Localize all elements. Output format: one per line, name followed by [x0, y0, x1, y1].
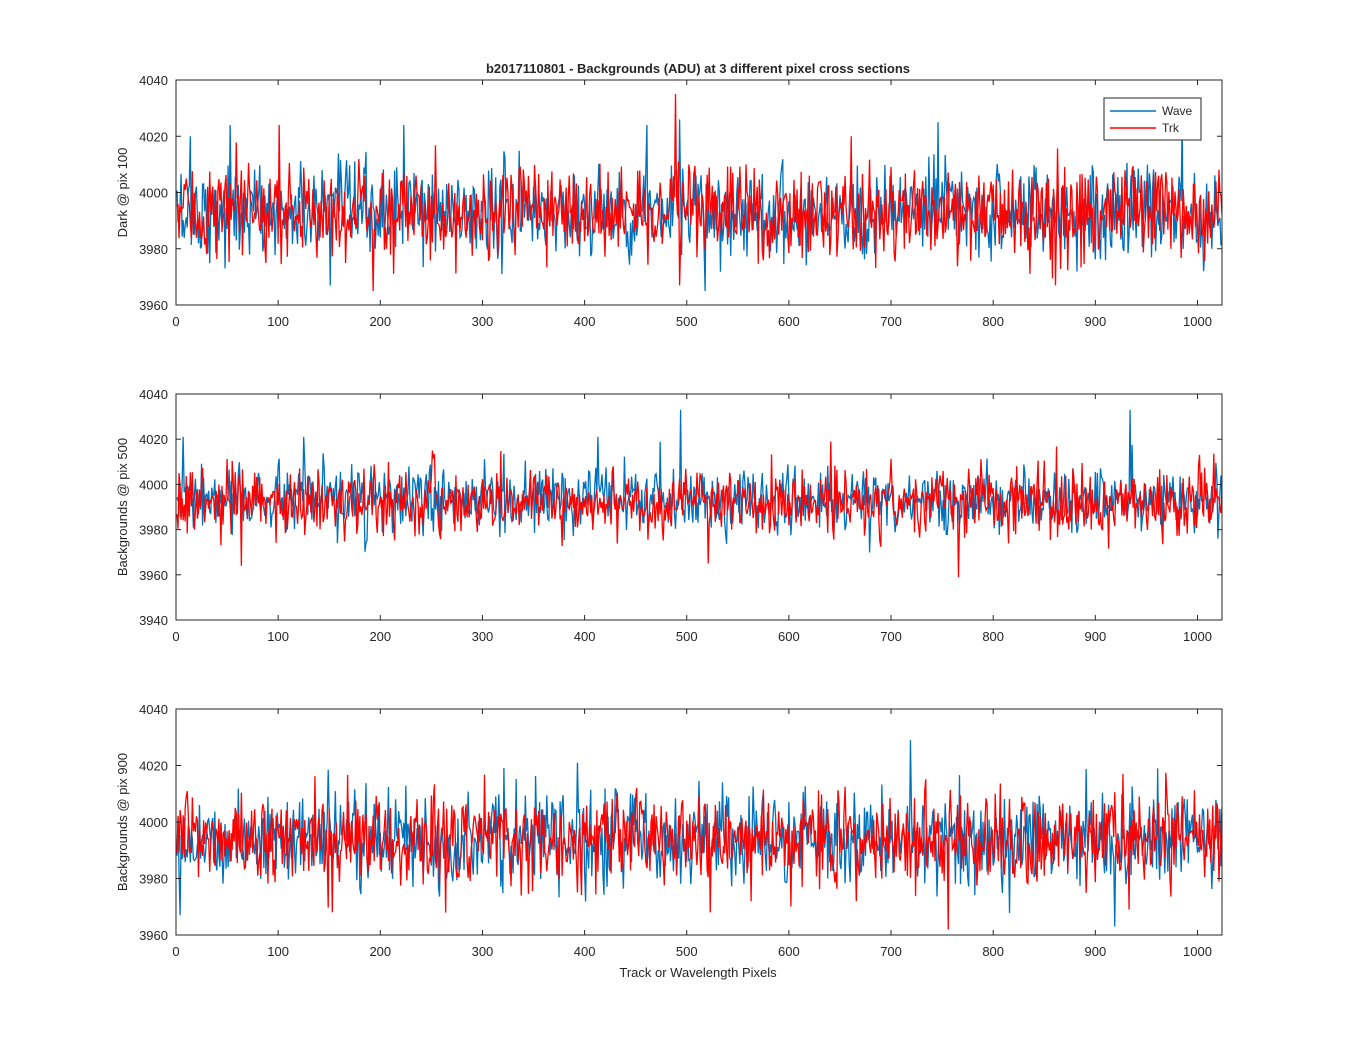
x-tick-label: 0: [172, 629, 179, 644]
x-tick-label: 300: [472, 629, 494, 644]
y-tick-label: 3980: [139, 872, 168, 887]
y-tick-label: 4040: [139, 387, 168, 402]
y-tick-label: 3980: [139, 523, 168, 538]
x-tick-label: 200: [369, 629, 391, 644]
series-line-trk: [176, 94, 1222, 291]
x-tick-label: 0: [172, 314, 179, 329]
y-tick-label: 3940: [139, 613, 168, 628]
x-tick-label: 500: [676, 944, 698, 959]
x-tick-label: 0: [172, 944, 179, 959]
x-tick-label: 100: [267, 314, 289, 329]
x-tick-label: 800: [982, 944, 1004, 959]
x-tick-label: 500: [676, 629, 698, 644]
y-tick-label: 4020: [139, 432, 168, 447]
y-tick-label: 4000: [139, 186, 168, 201]
y-axis-label: Backgrounds @ pix 900: [115, 753, 130, 891]
x-tick-label: 600: [778, 944, 800, 959]
x-tick-label: 700: [880, 629, 902, 644]
x-tick-label: 400: [574, 314, 596, 329]
axes-box: [175, 393, 1223, 621]
x-tick-label: 900: [1084, 944, 1106, 959]
y-axis-label: Backgrounds @ pix 500: [115, 438, 130, 576]
legend: Wave Trk: [1103, 97, 1202, 141]
legend-label-trk: Trk: [1162, 121, 1180, 135]
x-tick-label: 900: [1084, 629, 1106, 644]
legend-label-wave: Wave: [1162, 104, 1193, 118]
series-line-trk: [176, 441, 1222, 578]
y-tick-label: 4000: [139, 815, 168, 830]
y-tick-label: 4020: [139, 129, 168, 144]
x-tick-label: 100: [267, 629, 289, 644]
x-tick-label: 300: [472, 944, 494, 959]
chart-title: b2017110801 - Backgrounds (ADU) at 3 dif…: [486, 61, 910, 76]
x-tick-label: 1000: [1183, 629, 1212, 644]
y-tick-label: 4000: [139, 477, 168, 492]
series-group: [176, 740, 1222, 930]
x-tick-label: 1000: [1183, 944, 1212, 959]
x-tick-label: 600: [778, 314, 800, 329]
x-tick-label: 400: [574, 629, 596, 644]
series-group: [176, 409, 1222, 578]
x-tick-label: 700: [880, 314, 902, 329]
x-axis-label: Track or Wavelength Pixels: [619, 965, 777, 980]
legend-box: [1103, 97, 1202, 141]
x-tick-label: 1000: [1183, 314, 1212, 329]
panel-2: 0 100 200 300 400 500 600 700 800 900 1000 3940 3960…: [115, 387, 1223, 644]
y-tick-label: 3960: [139, 568, 168, 583]
y-tick-label: 4020: [139, 759, 168, 774]
plot-panels: 0 100 200 300 400 500 600 700 800 900 100039603980…: [115, 73, 1223, 959]
y-tick-label: 4040: [139, 702, 168, 717]
series-group: [176, 94, 1222, 291]
series-line-trk: [176, 772, 1222, 930]
x-tick-label: 800: [982, 629, 1004, 644]
x-tick-label: 200: [369, 944, 391, 959]
x-tick-label: 900: [1084, 314, 1106, 329]
panel-3: 0 100 200 300 400 500 600 700 800 900 1000 3960 3980…: [115, 702, 1223, 959]
y-tick-label: 3980: [139, 242, 168, 257]
x-tick-label: 700: [880, 944, 902, 959]
x-tick-label: 800: [982, 314, 1004, 329]
x-tick-label: 200: [369, 314, 391, 329]
panel-1: 0 100 200 300 400 500 600 700 800 900 1000 3960 3980…: [115, 73, 1223, 329]
x-tick-label: 300: [472, 314, 494, 329]
y-axis-label: Dark @ pix 100: [115, 148, 130, 238]
x-tick-label: 100: [267, 944, 289, 959]
x-tick-label: 400: [574, 944, 596, 959]
x-tick-label: 500: [676, 314, 698, 329]
y-tick-label: 3960: [139, 928, 168, 943]
y-tick-label: 4040: [139, 73, 168, 88]
y-tick-label: 3960: [139, 298, 168, 313]
x-tick-label: 600: [778, 629, 800, 644]
